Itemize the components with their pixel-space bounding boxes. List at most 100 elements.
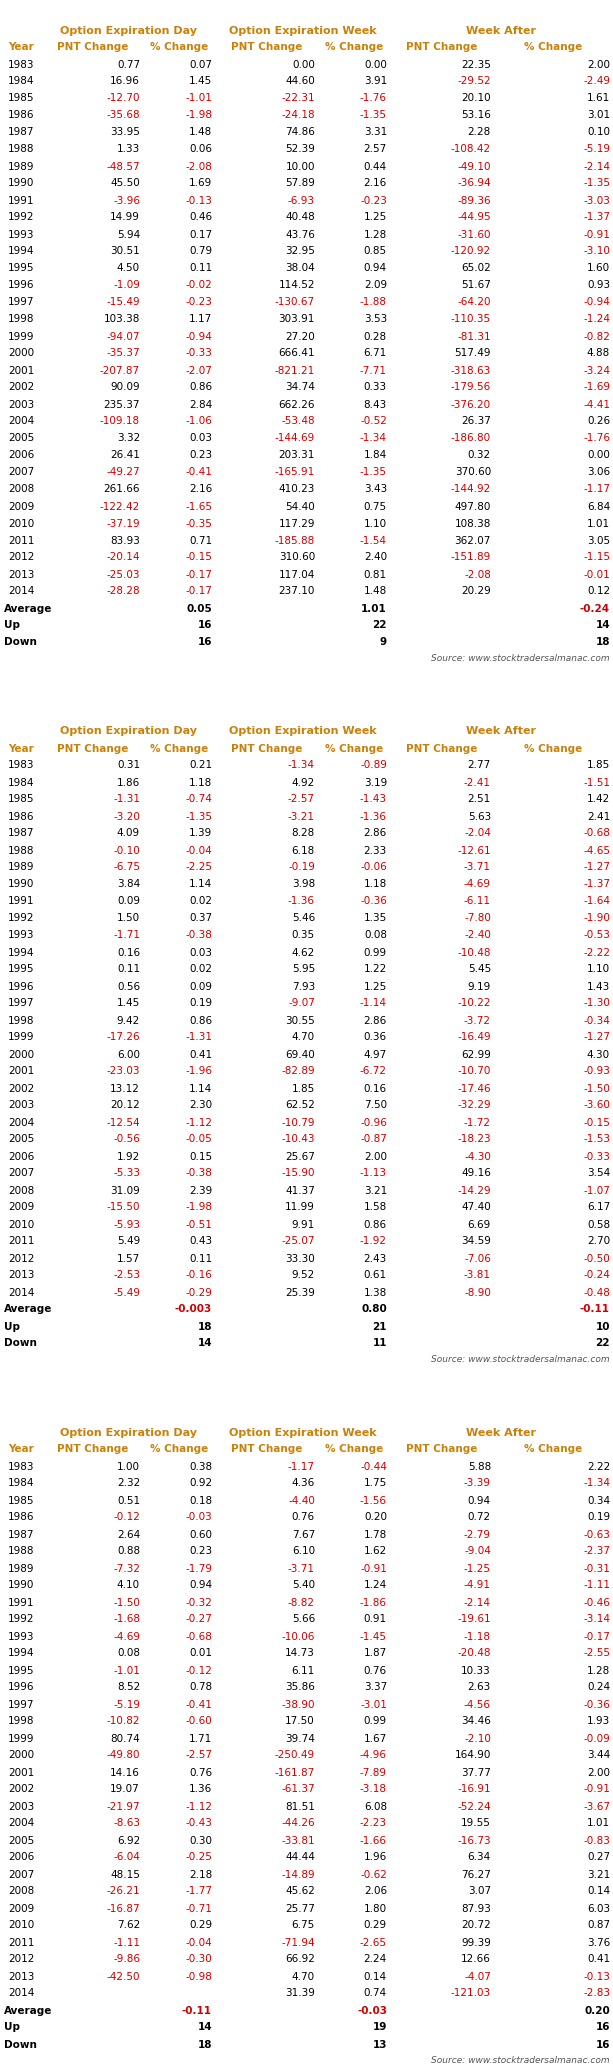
Text: -3.21: -3.21: [288, 811, 315, 821]
Text: 1992: 1992: [8, 914, 34, 924]
Text: 80.74: 80.74: [110, 1733, 140, 1743]
Text: Option Expiration Day: Option Expiration Day: [60, 726, 197, 736]
Text: 4.92: 4.92: [292, 778, 315, 788]
Text: -1.35: -1.35: [583, 178, 610, 188]
Text: 0.91: 0.91: [364, 1615, 387, 1625]
Text: 3.53: 3.53: [364, 314, 387, 325]
Text: -3.72: -3.72: [464, 1015, 491, 1026]
Text: -2.23: -2.23: [360, 1818, 387, 1828]
Text: 2011: 2011: [8, 1237, 34, 1247]
Text: 19: 19: [373, 2023, 387, 2033]
Text: 1.45: 1.45: [189, 77, 212, 87]
Text: 5.40: 5.40: [292, 1580, 315, 1590]
Text: -22.31: -22.31: [281, 93, 315, 103]
Text: 362.07: 362.07: [455, 536, 491, 546]
Text: 3.76: 3.76: [587, 1938, 610, 1948]
Text: 1.18: 1.18: [364, 879, 387, 889]
Text: 1998: 1998: [8, 314, 34, 325]
Text: 1990: 1990: [8, 1580, 34, 1590]
Text: -71.94: -71.94: [281, 1938, 315, 1948]
Text: 7.50: 7.50: [364, 1100, 387, 1111]
Text: 14: 14: [197, 1338, 212, 1348]
Text: -81.31: -81.31: [457, 331, 491, 341]
Text: 1983: 1983: [8, 761, 34, 771]
Text: -16.49: -16.49: [457, 1032, 491, 1042]
Text: -250.49: -250.49: [275, 1750, 315, 1760]
Text: -0.02: -0.02: [185, 281, 212, 290]
Text: 99.39: 99.39: [461, 1938, 491, 1948]
Text: 1.48: 1.48: [189, 128, 212, 136]
Text: 0.56: 0.56: [117, 982, 140, 991]
Text: -21.97: -21.97: [107, 1801, 140, 1812]
Text: 2013: 2013: [8, 569, 34, 579]
Text: 1998: 1998: [8, 1015, 34, 1026]
Text: 2004: 2004: [8, 1117, 34, 1127]
Text: -1.18: -1.18: [464, 1632, 491, 1642]
Text: 0.16: 0.16: [364, 1084, 387, 1094]
Text: -52.24: -52.24: [457, 1801, 491, 1812]
Text: 1.85: 1.85: [292, 1084, 315, 1094]
Text: -6.75: -6.75: [113, 862, 140, 873]
Text: 0.94: 0.94: [189, 1580, 212, 1590]
Text: 10.00: 10.00: [286, 161, 315, 172]
Text: -0.05: -0.05: [185, 1135, 212, 1144]
Text: -0.23: -0.23: [185, 298, 212, 308]
Text: 0.09: 0.09: [117, 898, 140, 906]
Text: 0.86: 0.86: [364, 1220, 387, 1230]
Text: 0.32: 0.32: [468, 451, 491, 461]
Text: 0.30: 0.30: [189, 1836, 212, 1845]
Text: -4.30: -4.30: [464, 1152, 491, 1162]
Text: 1989: 1989: [8, 1563, 34, 1574]
Text: -17.46: -17.46: [457, 1084, 491, 1094]
Text: 1.57: 1.57: [116, 1253, 140, 1264]
Text: -1.31: -1.31: [113, 794, 140, 804]
Text: 1.17: 1.17: [189, 314, 212, 325]
Text: 2009: 2009: [8, 1202, 34, 1212]
Text: 0.19: 0.19: [189, 999, 212, 1009]
Text: -2.10: -2.10: [464, 1733, 491, 1743]
Text: -10.79: -10.79: [281, 1117, 315, 1127]
Text: -17.26: -17.26: [107, 1032, 140, 1042]
Text: 662.26: 662.26: [278, 399, 315, 409]
Text: -1.17: -1.17: [583, 484, 610, 494]
Text: 5.94: 5.94: [116, 230, 140, 240]
Text: 0.58: 0.58: [587, 1220, 610, 1230]
Text: PNT Change: PNT Change: [406, 43, 478, 52]
Text: 4.09: 4.09: [117, 829, 140, 838]
Text: 1.62: 1.62: [364, 1547, 387, 1557]
Text: -5.49: -5.49: [113, 1288, 140, 1297]
Text: -0.25: -0.25: [185, 1853, 212, 1863]
Text: -61.37: -61.37: [281, 1785, 315, 1795]
Text: -110.35: -110.35: [451, 314, 491, 325]
Text: 103.38: 103.38: [104, 314, 140, 325]
Text: -20.48: -20.48: [457, 1648, 491, 1659]
Text: 370.60: 370.60: [455, 467, 491, 478]
Text: 2014: 2014: [8, 1288, 34, 1297]
Text: 2.77: 2.77: [468, 761, 491, 771]
Text: -1.35: -1.35: [185, 811, 212, 821]
Text: -0.17: -0.17: [583, 1632, 610, 1642]
Text: 2002: 2002: [8, 1084, 34, 1094]
Text: 1.58: 1.58: [364, 1202, 387, 1212]
Text: 3.91: 3.91: [364, 77, 387, 87]
Text: -44.95: -44.95: [457, 213, 491, 223]
Text: -12.54: -12.54: [107, 1117, 140, 1127]
Text: Up: Up: [4, 620, 20, 631]
Text: 1.85: 1.85: [587, 761, 610, 771]
Text: 235.37: 235.37: [104, 399, 140, 409]
Text: 0.74: 0.74: [364, 1989, 387, 1998]
Text: 1.75: 1.75: [364, 1479, 387, 1489]
Text: -2.04: -2.04: [464, 829, 491, 838]
Text: Source: www.stocktradersalmanac.com: Source: www.stocktradersalmanac.com: [432, 2056, 610, 2066]
Text: -130.67: -130.67: [275, 298, 315, 308]
Text: -1.12: -1.12: [185, 1801, 212, 1812]
Text: 0.92: 0.92: [189, 1479, 212, 1489]
Text: 0.02: 0.02: [189, 964, 212, 974]
Text: 1994: 1994: [8, 947, 34, 957]
Text: 1.78: 1.78: [364, 1530, 387, 1539]
Text: -0.17: -0.17: [185, 587, 212, 596]
Text: 6.08: 6.08: [364, 1801, 387, 1812]
Text: -15.49: -15.49: [107, 298, 140, 308]
Text: 25.67: 25.67: [285, 1152, 315, 1162]
Text: 3.54: 3.54: [587, 1168, 610, 1179]
